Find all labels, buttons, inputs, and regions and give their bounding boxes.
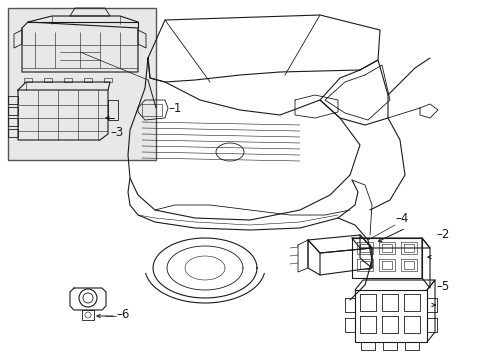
Text: –5: –5 — [435, 279, 448, 292]
Text: –1: –1 — [168, 102, 181, 114]
Text: –2: –2 — [435, 228, 448, 240]
Bar — [8, 8, 156, 160]
Text: –3: –3 — [110, 126, 123, 139]
Text: –6: –6 — [116, 307, 129, 320]
Text: –4: –4 — [394, 211, 407, 225]
